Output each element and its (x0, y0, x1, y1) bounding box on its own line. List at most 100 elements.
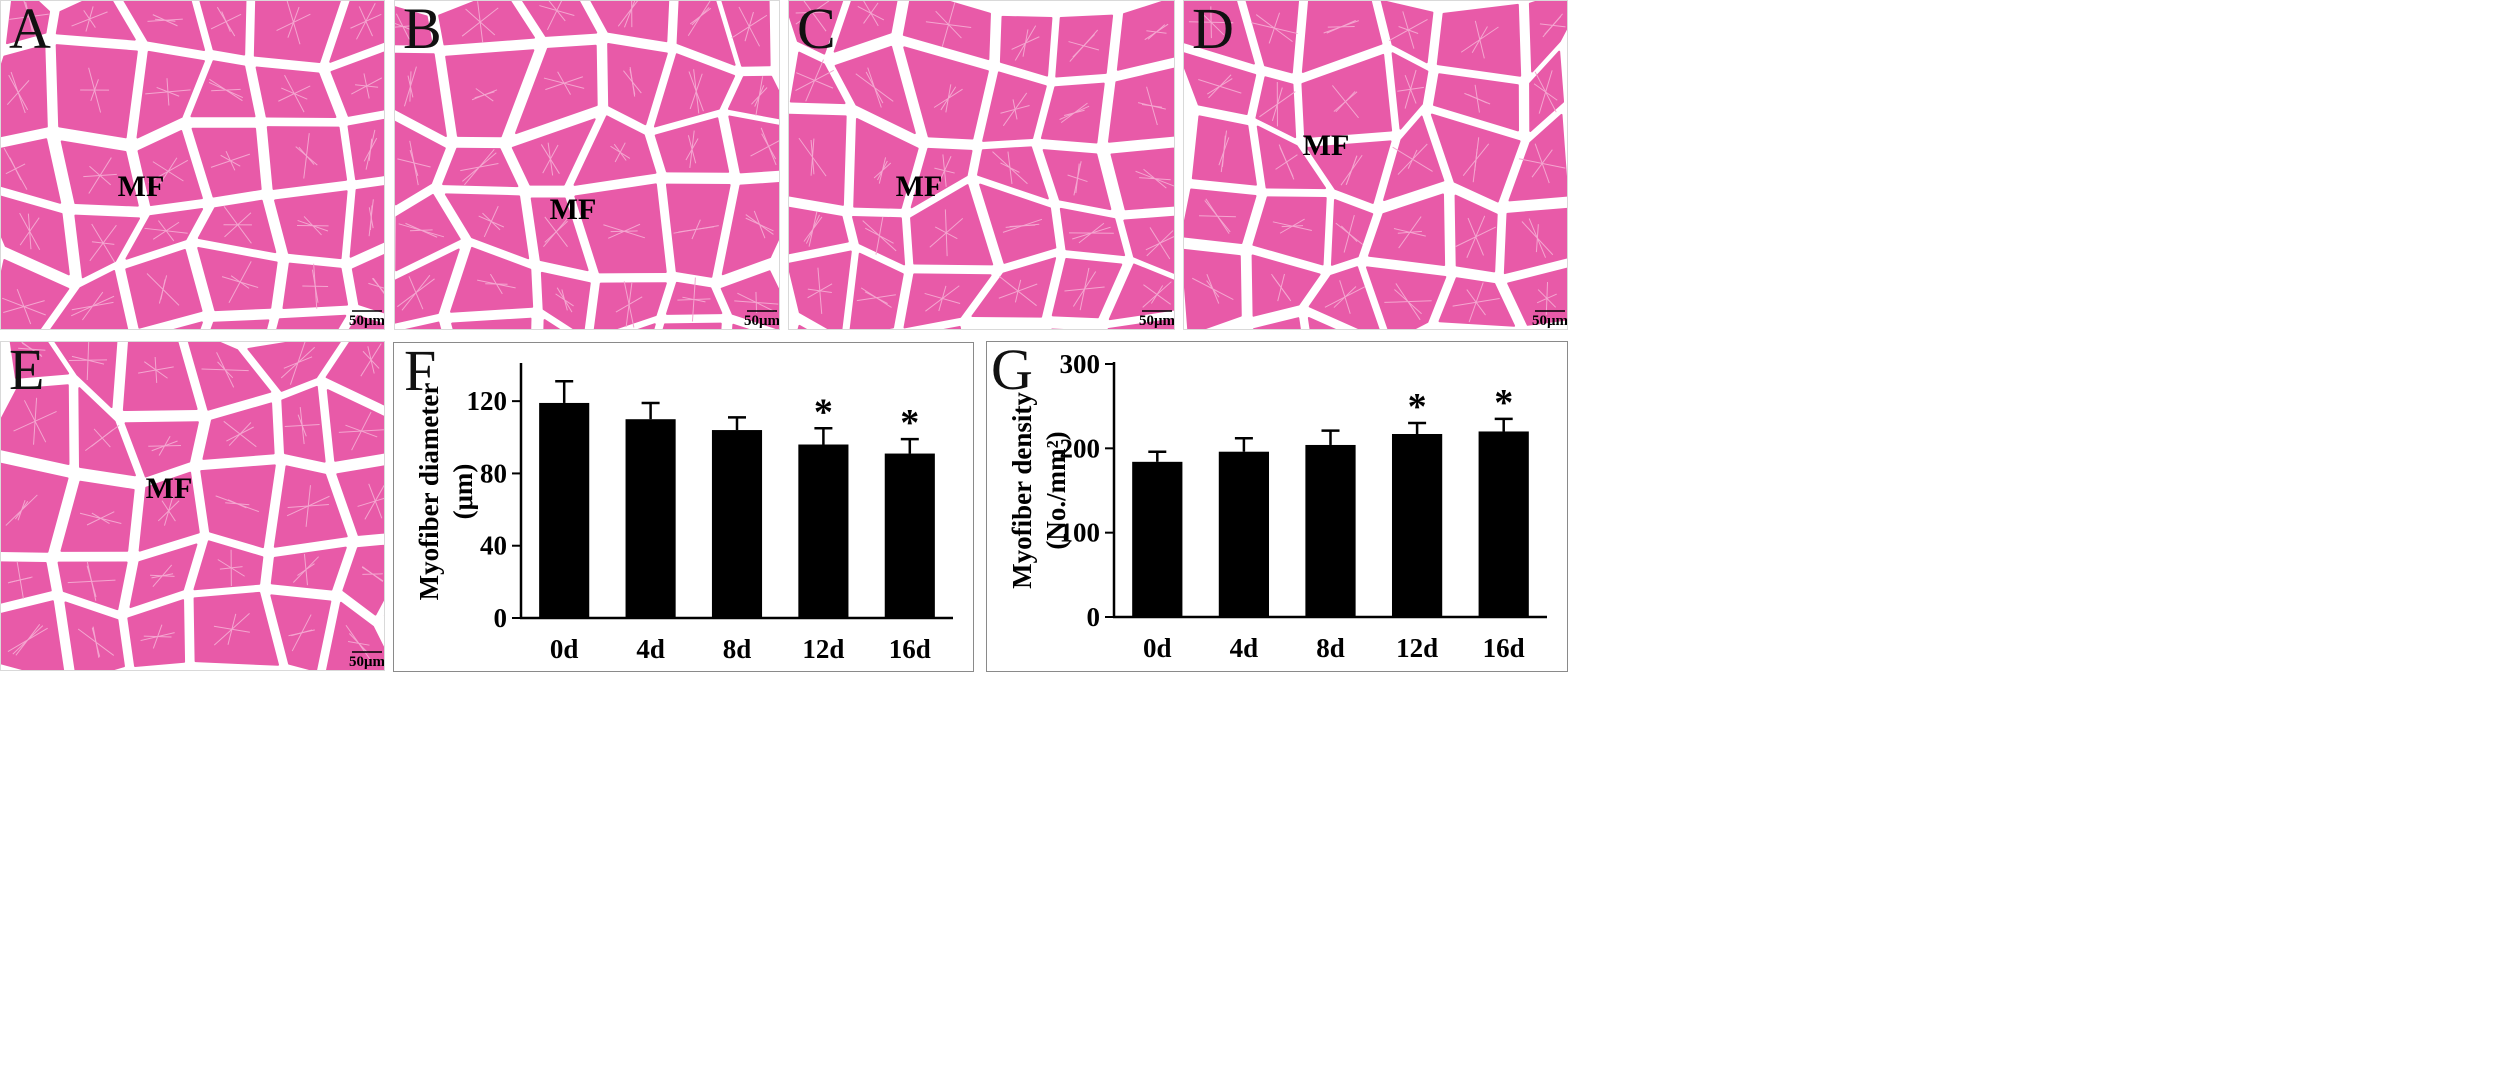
fiber-striation (1272, 275, 1291, 300)
fiber-striation (368, 207, 374, 229)
muscle-fiber (395, 248, 460, 324)
fiber-striation (810, 139, 815, 175)
fiber-striation (363, 73, 370, 99)
muscle-fiber (199, 1, 247, 56)
muscle-fiber (405, 321, 442, 329)
fiber-striation (625, 281, 633, 328)
muscle-fiber (1529, 50, 1565, 133)
muscle-fiber (637, 323, 656, 329)
muscle-fiber (849, 252, 904, 329)
fiber-striation (351, 411, 372, 451)
fiber-striation (1147, 24, 1166, 40)
muscle-fiber (127, 599, 186, 668)
fiber-striation (545, 76, 583, 91)
fiber-striation (857, 5, 885, 21)
bar (1391, 433, 1443, 617)
fiber-striation (286, 495, 330, 517)
fiber-striation (1340, 154, 1363, 186)
bar (1305, 444, 1356, 617)
myofiber-density-chart: 0 100 200 300 0d 4d 8d 12d * 16d * Myofiber density… (1007, 349, 1547, 663)
x-tick-label: 4d (1230, 633, 1259, 663)
fiber-striation (158, 220, 175, 242)
muscle-fiber (253, 1, 341, 63)
fiber-striation (1468, 282, 1484, 323)
muscle-fiber (728, 115, 779, 174)
fiber-striation (543, 216, 570, 248)
muscle-fiber (977, 146, 1049, 200)
muscle-fiber (326, 601, 384, 670)
mf-label: MF (1303, 129, 1350, 162)
fiber-striation (474, 91, 495, 99)
fiber-striation (938, 285, 947, 312)
fiber-striation (855, 73, 894, 102)
muscle-fiber (1432, 73, 1520, 132)
fiber-striation (10, 71, 26, 114)
fiber-striation (614, 142, 626, 163)
fiber-striation (350, 13, 382, 29)
muscle-fiber (1107, 67, 1174, 143)
muscle-section-image: MF 50μm (1, 342, 384, 670)
muscle-fiber (1123, 215, 1174, 274)
muscle-fiber (1528, 1, 1567, 73)
muscle-fiber (347, 118, 384, 181)
muscle-section-image: MF 50μm (1, 1, 384, 329)
fiber-striation (1000, 162, 1020, 173)
muscle-fiber (395, 120, 446, 206)
muscle-fiber (326, 389, 384, 462)
panel-letter-c: C (797, 0, 836, 61)
panel-letter-d: D (1192, 0, 1234, 61)
fiber-striation (397, 278, 435, 308)
fiber-striation (731, 14, 768, 39)
fiber-striation (17, 500, 26, 521)
muscle-fiber (210, 319, 270, 329)
fiber-striation (70, 295, 115, 317)
muscle-fiber (193, 540, 264, 591)
muscle-fiber (1330, 199, 1374, 266)
muscle-fiber (607, 43, 668, 126)
fiber-striation (751, 87, 768, 105)
fiber-striation (1192, 277, 1234, 300)
significance-marker: * (900, 402, 919, 444)
muscle-fiber (1301, 1, 1383, 73)
fiber-striation (281, 87, 308, 100)
significance-marker: * (1494, 382, 1513, 424)
y-tick-label: 200 (1060, 433, 1101, 463)
muscle-fiber (136, 50, 205, 139)
muscle-fiber (123, 1, 206, 51)
fiber-striation (465, 8, 496, 36)
bar (1478, 431, 1529, 617)
muscle-fiber (438, 1, 535, 46)
y-tick-label: 0 (494, 603, 508, 633)
muscle-fiber (676, 1, 736, 66)
fiber-striation (1467, 94, 1488, 104)
fiber-striation (362, 566, 384, 582)
fiber-striation (1002, 92, 1028, 127)
fiber-striation (21, 342, 43, 357)
fiber-striation (140, 632, 175, 642)
fiber-striation (224, 212, 252, 238)
muscle-fiber (122, 342, 198, 412)
muscle-fiber (903, 46, 989, 140)
fiber-striation (760, 127, 777, 166)
myofiber-diameter-chart: 0 40 80 120 0d 4d 8d 12d * 16d * Myofiber diameter(… (414, 363, 953, 664)
muscle-fiber (1, 600, 65, 670)
fiber-striation (548, 1, 566, 22)
muscle-fiber (999, 15, 1053, 77)
y-axis-unit: (No./mm²) (1041, 431, 1071, 549)
muscle-fiber (721, 1, 771, 67)
muscle-fiber (1, 462, 69, 553)
muscle-fiber (197, 199, 277, 254)
x-tick-label: 4d (636, 634, 665, 664)
fiber-striation (1398, 26, 1419, 34)
muscle-fiber (329, 1, 384, 63)
muscle-fiber (1252, 196, 1327, 266)
muscle-fiber (281, 385, 326, 463)
fiber-striation (803, 216, 823, 242)
muscle-fiber (1368, 193, 1446, 266)
fiber-striation (1467, 217, 1484, 256)
fiber-striation (368, 138, 373, 161)
muscle-fiber (1184, 1, 1255, 65)
y-tick-label: 300 (1060, 349, 1101, 379)
fiber-striation (1279, 147, 1294, 177)
y-axis-title: Myofiber diameter (μm) (414, 383, 478, 601)
